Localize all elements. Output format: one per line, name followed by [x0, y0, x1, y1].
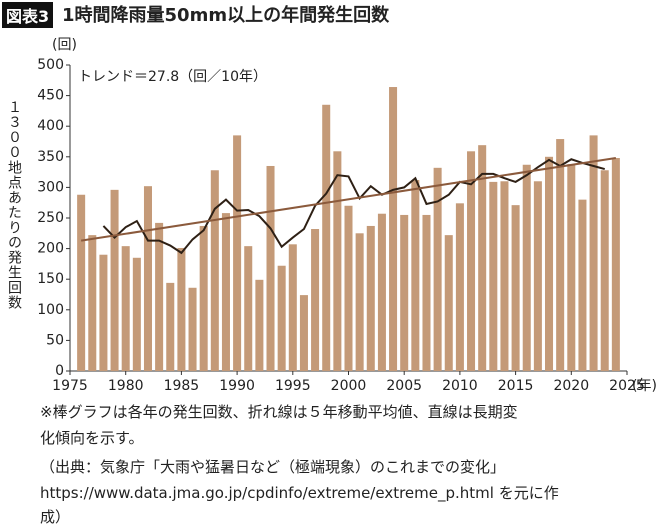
y-tick-label: 100	[37, 302, 64, 318]
bar	[277, 265, 286, 371]
bar	[467, 151, 476, 371]
note: 成）	[40, 508, 71, 526]
x-tick-label: 2015	[498, 378, 534, 394]
bar	[177, 247, 186, 371]
x-tick-label: 1990	[219, 378, 255, 394]
x-tick-label: 2025	[609, 378, 645, 394]
bar	[533, 181, 542, 371]
bar	[389, 87, 398, 372]
bar	[355, 233, 364, 371]
bar	[433, 167, 442, 371]
x-tick-label: 1995	[275, 378, 311, 394]
bar	[444, 235, 453, 371]
bar	[377, 213, 386, 371]
y-tick-label: 350	[37, 149, 64, 165]
bar	[99, 254, 108, 371]
x-tick-label: 2020	[553, 378, 589, 394]
y-tick-label: 300	[37, 179, 64, 195]
x-tick-label: 1975	[52, 378, 88, 394]
x-tick-label: 2010	[442, 378, 478, 394]
chart-title: 1時間降雨量50mm以上の年間発生回数	[62, 5, 390, 26]
y-tick-label: 200	[37, 241, 64, 257]
bar	[500, 181, 509, 371]
bar	[255, 279, 264, 371]
bar	[221, 213, 230, 371]
y-tick-label: 150	[37, 271, 64, 287]
bar	[400, 214, 409, 371]
bar	[244, 246, 253, 371]
x-unit: (年)	[632, 378, 657, 394]
bar	[288, 244, 297, 371]
note: （出典：気象庁「大雨や猛暑日など（極端現象）のこれまでの変化」	[40, 458, 506, 476]
badge: 図表3	[2, 2, 54, 28]
bar	[344, 205, 353, 371]
annotation: トレンド＝27.8（回／10年）	[78, 69, 267, 85]
bar	[266, 165, 275, 371]
bar	[311, 229, 320, 371]
bar	[143, 186, 152, 371]
y-tick-label: 50	[46, 332, 64, 348]
bar	[121, 246, 130, 371]
bar	[489, 181, 498, 371]
bar	[199, 225, 208, 371]
x-tick-label: 1980	[108, 378, 144, 394]
y-tick-label: 400	[37, 118, 64, 134]
x-tick-label: 2000	[331, 378, 367, 394]
note: ※棒グラフは各年の発生回数、折れ線は５年移動平均値、直線は長期変	[40, 403, 518, 421]
bar	[77, 194, 86, 371]
bar	[110, 189, 119, 371]
bar	[210, 170, 219, 371]
y-unit: (回)	[52, 37, 77, 53]
line	[102, 158, 605, 255]
bar	[155, 222, 164, 371]
note: 化傾向を示す。	[40, 429, 144, 447]
bar	[611, 158, 620, 371]
bar	[478, 145, 487, 371]
bar	[411, 180, 420, 371]
bar	[589, 135, 598, 371]
bar	[578, 199, 587, 371]
x-tick-label: 1985	[164, 378, 200, 394]
bar	[132, 257, 141, 371]
y-tick-label: 250	[37, 210, 64, 226]
bar	[455, 203, 464, 371]
bar	[567, 164, 576, 371]
y-tick-label: 0	[55, 363, 64, 379]
x-tick-label: 2005	[386, 378, 422, 394]
bar	[511, 205, 520, 371]
bar	[88, 235, 97, 371]
bar	[166, 282, 175, 371]
note: https://www.data.jma.go.jp/cpdinfo/extre…	[40, 484, 559, 502]
line	[80, 157, 617, 242]
bar	[522, 164, 531, 371]
chart: (回) (年) トレンド＝27.8（回／10年） 0 50 100 150 200 250…	[37, 37, 657, 394]
bar	[556, 139, 565, 371]
bar	[299, 295, 308, 371]
y-tick-label: 500	[37, 57, 64, 73]
y-axis-label: １３００地点あたりの発生回数	[6, 100, 22, 310]
bar	[188, 287, 197, 371]
bar	[233, 135, 242, 371]
bar	[333, 151, 342, 371]
y-tick-label: 450	[37, 88, 64, 104]
bar	[545, 156, 554, 371]
bar	[600, 170, 609, 371]
bar	[322, 104, 331, 371]
bar	[422, 214, 431, 371]
bar	[366, 225, 375, 371]
